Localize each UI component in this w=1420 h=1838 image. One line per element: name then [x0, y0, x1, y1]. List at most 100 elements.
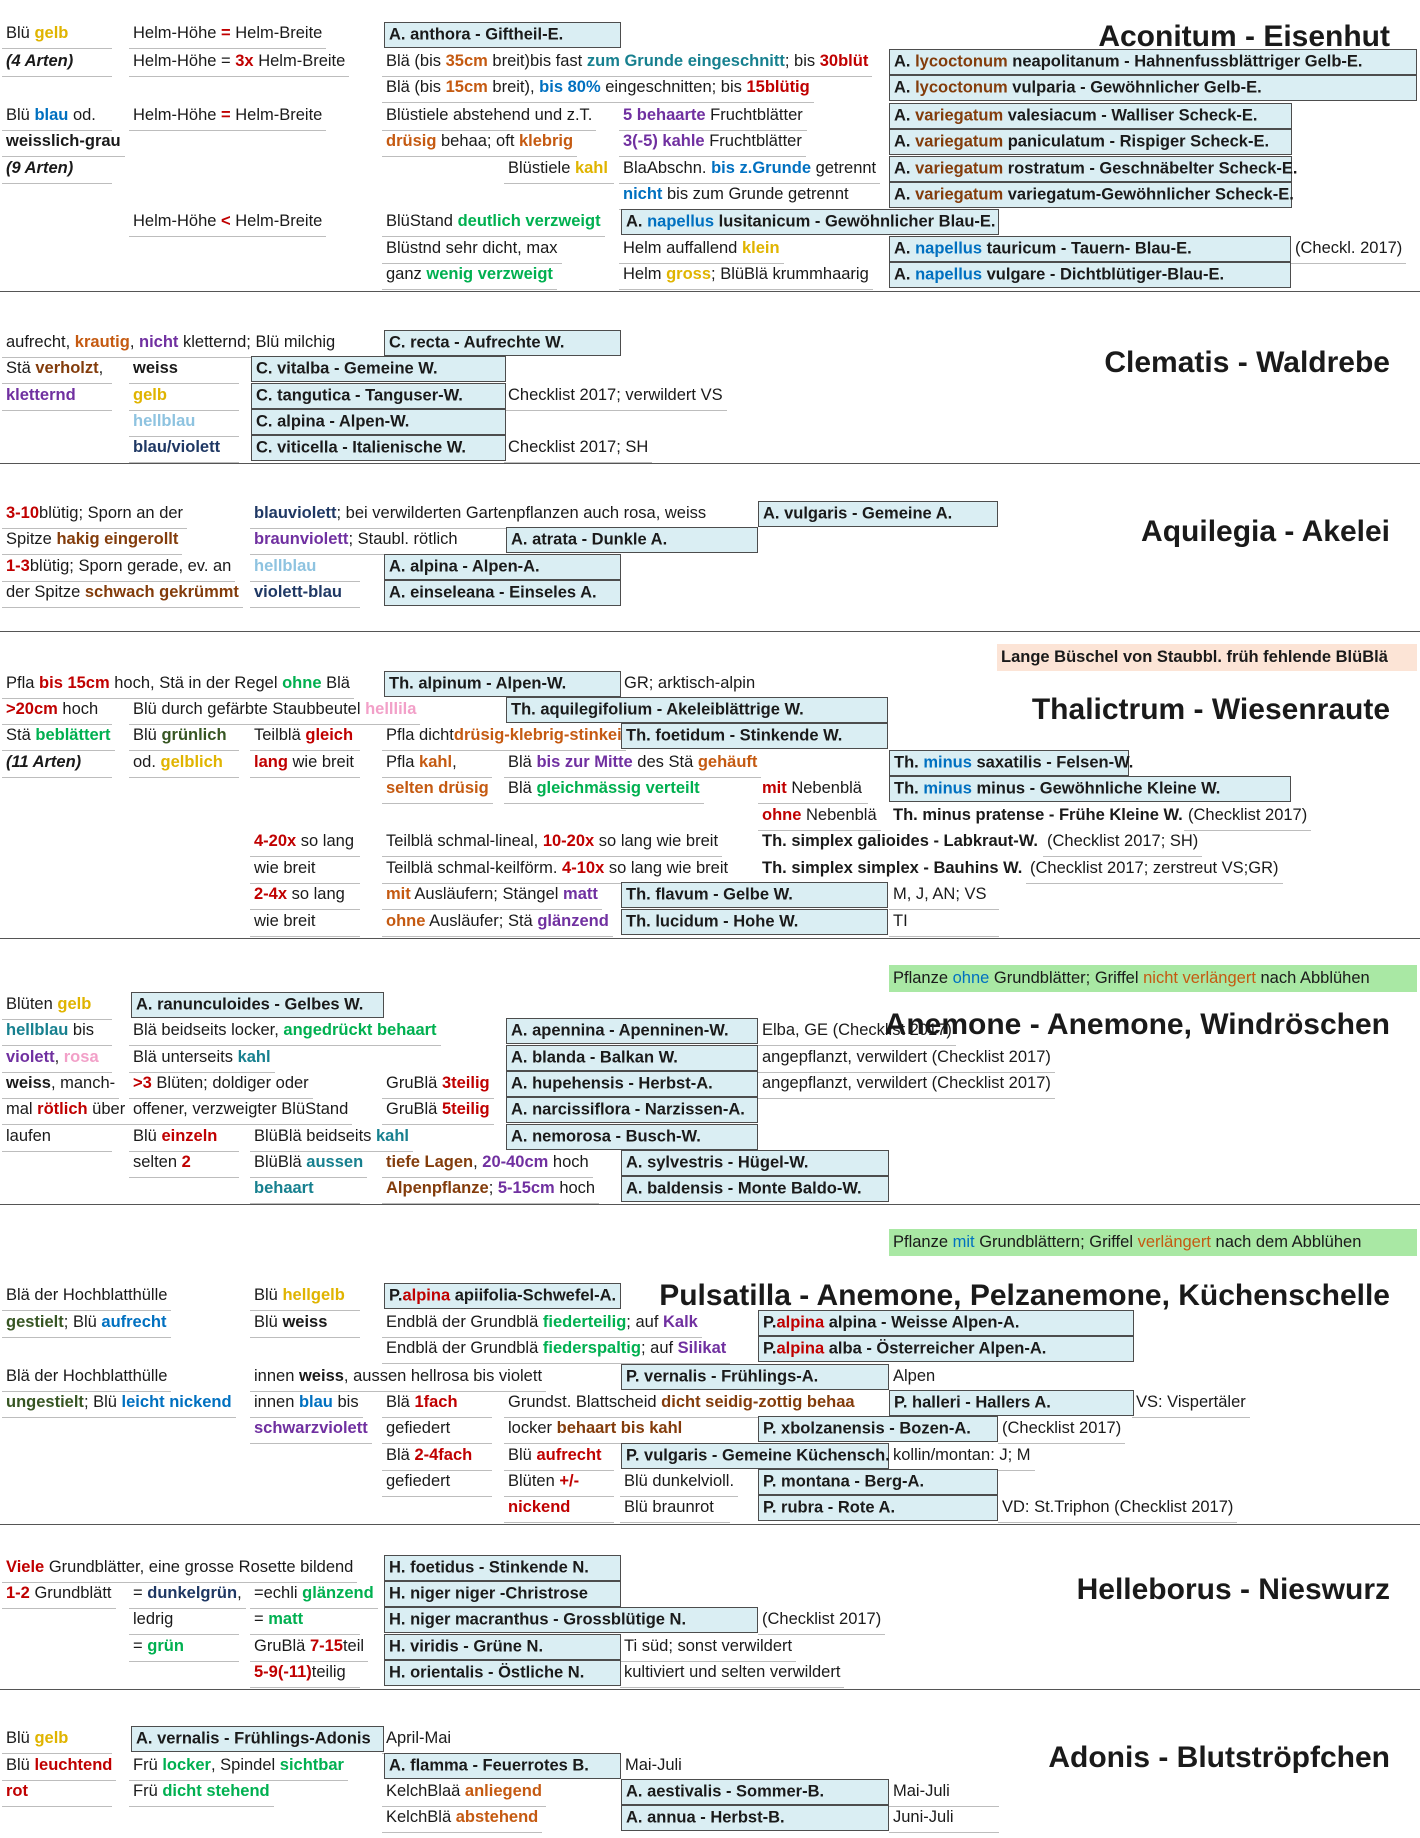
- text-run: Grundblätter; Griffel: [989, 969, 1144, 987]
- key-cell: Blü braunrot: [624, 1499, 714, 1516]
- species-box: P. rubra - Rote A.: [758, 1495, 998, 1521]
- text-run: napellus: [647, 212, 715, 231]
- text-run: minus: [923, 753, 972, 772]
- text-run: P.: [763, 1313, 777, 1332]
- key-cell: wie breit: [254, 860, 315, 877]
- cell-border: [250, 1177, 368, 1178]
- text-run: (Checklist 2017; SH): [1047, 832, 1199, 850]
- key-cell: 5-9(-11)teilig: [254, 1664, 346, 1681]
- key-cell: BlüBlä beidseits kahl: [254, 1128, 409, 1145]
- key-cell: Spitze hakig eingerollt: [6, 531, 178, 548]
- cell-border: [504, 1443, 687, 1444]
- cell-border: [129, 1661, 239, 1662]
- species-label: A. annua - Herbst-B.: [626, 1809, 785, 1828]
- text-run: paniculatum - Rispiger Scheck-E.: [1003, 132, 1270, 151]
- text-run: Stä: [6, 726, 36, 744]
- text-run: gefiedert: [386, 1472, 451, 1490]
- species-label: Th. minus saxatilis - Felsen-W.: [894, 754, 1133, 773]
- text-run: minus: [923, 779, 972, 798]
- species-name: GR; arktisch-alpin: [624, 675, 755, 692]
- text-run: A. apennina - Apenninen-W.: [511, 1021, 729, 1040]
- species-box: P.alpina alba - Österreicher Alpen-A.: [758, 1336, 1134, 1362]
- key-cell: od. gelblich: [133, 754, 223, 771]
- cell-border: [1291, 263, 1407, 264]
- cell-border: [2, 1072, 112, 1073]
- species-box: H. niger macranthus - Grossblütige N.: [384, 1607, 758, 1633]
- cell-border: [129, 777, 239, 778]
- text-run: nicht: [138, 333, 179, 351]
- species-box: H. viridis - Grüne N.: [384, 1634, 621, 1660]
- text-run: A.: [626, 212, 648, 231]
- key-cell: Frü dicht stehend: [133, 1783, 270, 1800]
- text-run: Nebenblä: [786, 779, 862, 797]
- genus-title: Adonis - Blutströpfchen: [1048, 1741, 1390, 1774]
- cell-border: [250, 581, 360, 582]
- key-cell: angepflanzt, verwildert (Checklist 2017): [762, 1049, 1051, 1066]
- key-cell: Blüstiele kahl: [508, 160, 608, 177]
- text-run: drüsig-klebrig-stinkei: [453, 726, 622, 744]
- text-run: variegatum-Gewöhnlicher Scheck-E.: [1003, 185, 1294, 204]
- species-box: A. einseleana - Einseles A.: [384, 580, 621, 606]
- key-cell: gefiedert: [386, 1473, 450, 1490]
- cell-border: [620, 1661, 797, 1662]
- text-run: gross: [666, 265, 712, 283]
- text-run: =echli: [254, 1584, 303, 1602]
- text-run: A. atrata - Dunkle A.: [511, 530, 668, 549]
- key-cell: 3(-5) kahle Fruchtblätter: [623, 133, 802, 150]
- key-cell: 1-3blütig; Sporn gerade, ev. an: [6, 558, 231, 575]
- text-run: ;: [488, 1179, 498, 1197]
- cell-border: [1026, 883, 1283, 884]
- key-cell: Frü locker, Spindel sichtbar: [133, 1757, 344, 1774]
- key-cell: Blü weiss: [254, 1314, 327, 1331]
- text-run: Blä: [508, 779, 537, 797]
- cell-border: [250, 1608, 378, 1609]
- cell-border: [2, 1337, 171, 1338]
- text-run: 5-9(-11): [254, 1663, 312, 1681]
- text-run: glänzend: [537, 912, 609, 930]
- text-run: ohne: [952, 969, 990, 987]
- key-cell: offener, verzweigter BlüStand: [133, 1101, 348, 1118]
- cell-border: [250, 1203, 360, 1204]
- species-box: A. variegatum variegatum-Gewöhnlicher Sc…: [889, 182, 1294, 208]
- text-run: lycoctonum: [915, 52, 1008, 71]
- key-cell: Blä (bis 35cm breit)bis fast zum Grunde …: [386, 53, 868, 70]
- text-run: 5-15cm: [497, 1179, 555, 1197]
- text-run: A. ranunculoides - Gelbes W.: [136, 995, 364, 1014]
- key-cell: hellblau: [133, 413, 195, 430]
- key-cell: Pfla bis 15cm hoch, Stä in der Regel ohn…: [6, 675, 350, 692]
- text-run: Checklist 2017; SH: [508, 438, 649, 456]
- text-run: =: [133, 1584, 148, 1602]
- text-run: Grundblätt: [29, 1584, 112, 1602]
- text-run: P. rubra - Rote A.: [763, 1498, 896, 1517]
- text-run: A. narcissiflora - Narzissen-A.: [511, 1100, 745, 1119]
- text-run: 1fach: [414, 1393, 458, 1411]
- species-box: A. atrata - Dunkle A.: [506, 527, 758, 553]
- cell-border: [998, 1522, 1238, 1523]
- key-cell: M, J, AN; VS: [893, 886, 987, 903]
- species-box: P. montana - Berg-A.: [758, 1469, 998, 1495]
- text-run: violett-blau: [254, 583, 343, 601]
- key-cell: hellblau: [254, 558, 316, 575]
- text-run: 10-20x: [542, 832, 595, 850]
- key-cell: Mai-Juli: [893, 1783, 950, 1800]
- text-run: =: [221, 106, 231, 124]
- text-run: Th. flavum - Gelbe W.: [626, 885, 793, 904]
- text-run: Th. alpinum - Alpen-W.: [389, 674, 567, 693]
- species-box: A. lycoctonum vulparia - Gewöhnlicher Ge…: [889, 75, 1417, 101]
- species-name: Th. simplex galioides - Labkraut-W.: [762, 833, 1038, 850]
- key-cell: nickend: [508, 1499, 570, 1516]
- text-run: Blä (bis: [386, 78, 446, 96]
- key-cell: Stä beblättert: [6, 727, 111, 744]
- cell-border: [382, 156, 578, 157]
- key-cell: BlaAbschn. bis z.Grunde getrennt: [623, 160, 876, 177]
- key-cell: GruBlä 7-15teil: [254, 1638, 364, 1655]
- text-run: VS: Vispertäler: [1136, 1393, 1246, 1411]
- text-run: Blüstiele: [508, 159, 575, 177]
- key-cell: (9 Arten): [6, 160, 73, 177]
- cell-border: [1132, 1417, 1250, 1418]
- species-box: Th. aquilegifolium - Akeleiblättrige W.: [506, 697, 888, 723]
- text-run: Juni-Juli: [893, 1808, 954, 1826]
- species-box: P. vernalis - Frühlings-A.: [621, 1364, 889, 1390]
- text-run: bis: [68, 1021, 95, 1039]
- key-cell: tiefe Lagen, 20-40cm hoch: [386, 1154, 589, 1171]
